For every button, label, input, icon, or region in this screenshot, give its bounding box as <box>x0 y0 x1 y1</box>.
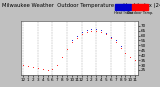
Text: Outdoor Temp.: Outdoor Temp. <box>127 11 153 15</box>
Text: Milwaukee Weather  Outdoor Temperature vs Heat Index (24 Hours): Milwaukee Weather Outdoor Temperature vs… <box>2 3 160 8</box>
Text: Heat Index: Heat Index <box>114 11 133 15</box>
